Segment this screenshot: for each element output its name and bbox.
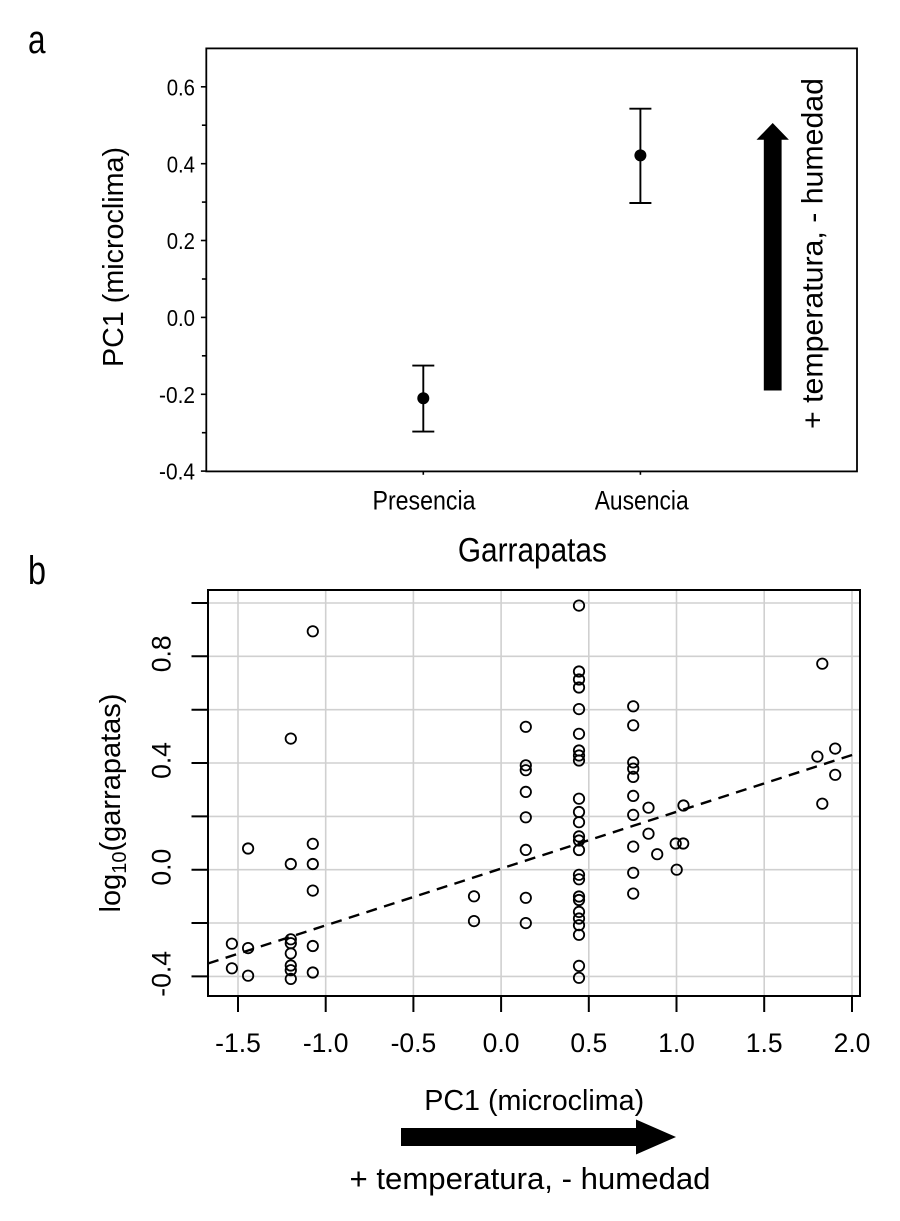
svg-text:0.0: 0.0 [167,305,195,331]
svg-text:1.5: 1.5 [746,1028,783,1058]
svg-text:0.5: 0.5 [570,1028,607,1058]
svg-text:Presencia: Presencia [373,486,477,516]
svg-text:-0.5: -0.5 [391,1028,437,1058]
svg-text:2.0: 2.0 [834,1028,871,1058]
svg-text:1.0: 1.0 [658,1028,695,1058]
svg-text:log10(garrapatas): log10(garrapatas) [95,694,131,913]
svg-text:0.4: 0.4 [147,742,177,779]
svg-text:+ temperatura, - humedad: + temperatura, - humedad [350,1161,711,1196]
svg-text:-1.5: -1.5 [215,1028,261,1058]
svg-text:0.0: 0.0 [147,849,177,886]
svg-text:PC1 (microclima): PC1 (microclima) [98,147,130,367]
svg-text:Ausencia: Ausencia [595,486,690,516]
svg-text:0.8: 0.8 [147,635,177,672]
svg-text:b: b [28,549,46,593]
svg-text:-0.4: -0.4 [147,951,177,997]
svg-text:0.6: 0.6 [167,74,195,100]
svg-text:0.2: 0.2 [167,228,195,254]
svg-text:0.4: 0.4 [167,151,195,177]
svg-text:Garrapatas: Garrapatas [458,531,607,569]
svg-text:0.0: 0.0 [483,1028,520,1058]
svg-text:a: a [28,18,46,62]
svg-text:-0.2: -0.2 [159,382,195,408]
svg-text:+ temperatura, - humedad: + temperatura, - humedad [797,78,830,429]
svg-text:-1.0: -1.0 [303,1028,349,1058]
svg-text:-0.4: -0.4 [159,459,195,485]
svg-text:PC1 (microclima): PC1 (microclima) [424,1085,644,1117]
